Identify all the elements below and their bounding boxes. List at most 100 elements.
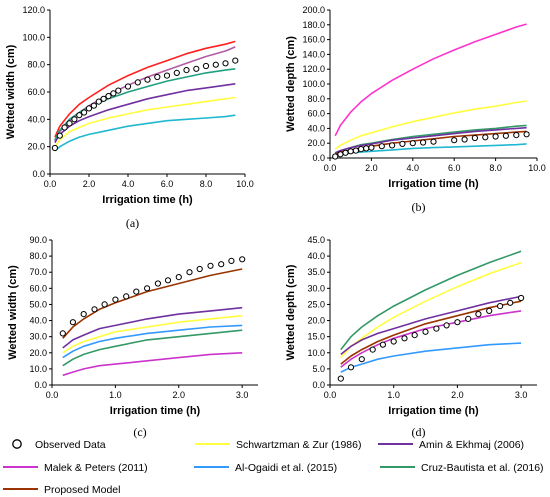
observed-point	[492, 133, 499, 140]
panel-label: (d)	[412, 425, 426, 439]
observed-point	[369, 346, 376, 353]
y-tick-label: 80.0	[307, 94, 325, 104]
series-line-schwartzman	[62, 314, 243, 354]
x-tick-label: 2.0	[365, 163, 378, 173]
observed-point	[173, 69, 180, 77]
observed-point	[433, 325, 440, 332]
y-tick-label: 140.0	[302, 49, 325, 59]
legend-observed-label: Observed Data	[35, 439, 106, 451]
panel-b: 0.0 20.0 40.0 60.0 80.0 100.0 120.0 140.0 160.0 1…	[285, 5, 546, 214]
x-tick-label: 6.0	[448, 163, 461, 173]
observed-point	[222, 60, 229, 67]
observed-point	[163, 72, 171, 79]
series-line-schwartzman	[54, 96, 236, 148]
observed-point	[454, 319, 461, 326]
y-tick-label: 180.0	[302, 20, 325, 30]
series-line-schwartzman	[340, 261, 522, 359]
observed-point	[59, 330, 66, 337]
y-axis-title: Wetted depth (cm)	[285, 36, 297, 132]
panel-a: 0.0 20.0 40.0 60.0 80.0 100.0 120.0 0.0 2.0 4.0 6.…	[5, 5, 254, 230]
observed-point	[110, 90, 117, 97]
y-tick-label: 200.0	[302, 5, 325, 15]
y-tick-label: 60.0	[307, 109, 325, 119]
observed-point	[218, 261, 225, 268]
observed-point	[196, 265, 203, 273]
y-tick-label: 45.0	[307, 235, 325, 245]
series-line-malek	[334, 23, 527, 137]
observed-point	[399, 140, 406, 147]
x-tick-label: 1.0	[387, 390, 400, 400]
x-tick-label: 10.0	[236, 179, 254, 189]
observed-point	[523, 131, 530, 138]
x-tick-label: 2.0	[173, 390, 186, 400]
observed-point	[368, 144, 375, 151]
x-tick-label: 3.0	[515, 390, 528, 400]
x-tick-label: 8.0	[200, 179, 213, 189]
y-tick-label: 100.0	[22, 32, 45, 42]
observed-point	[475, 311, 482, 318]
observed-point	[66, 120, 73, 127]
observed-point	[497, 303, 504, 310]
observed-point	[347, 364, 355, 371]
observed-point	[358, 146, 365, 153]
y-tick-label: 20.0	[27, 142, 45, 152]
y-tick-label: 40.0	[29, 316, 47, 326]
observed-point	[239, 256, 246, 263]
y-tick-label: 30.0	[29, 332, 47, 342]
observed-point	[90, 102, 98, 109]
legend-malek-label: Malek & Peters (2011)	[44, 462, 148, 474]
legend-observed-marker	[12, 439, 22, 449]
y-tick-label: 10.0	[29, 364, 47, 374]
y-tick-label: 120.0	[22, 5, 45, 15]
x-tick-label: 0.0	[324, 390, 337, 400]
observed-point	[507, 299, 514, 306]
observed-point	[378, 143, 385, 150]
observed-point	[207, 262, 214, 269]
observed-point	[69, 319, 77, 326]
y-tick-label: 40.0	[27, 114, 45, 124]
series-line-malek	[54, 40, 236, 138]
observed-point	[164, 277, 172, 284]
legend: Observed Data Schwartzman & Zur (1986) A…	[3, 439, 544, 496]
observed-point	[175, 274, 182, 281]
x-tick-label: 0.0	[44, 179, 57, 189]
observed-point	[409, 140, 416, 147]
observed-point	[100, 95, 107, 102]
y-axis-title: Wetted width (cm)	[7, 265, 19, 360]
observed-point	[337, 375, 344, 382]
panel-label: (c)	[133, 425, 146, 439]
observed-point	[91, 306, 98, 313]
observed-point	[183, 67, 190, 74]
y-tick-label: 120.0	[302, 64, 325, 74]
observed-point	[411, 332, 418, 339]
observed-point	[347, 148, 354, 155]
observed-point	[134, 79, 141, 86]
observed-point	[352, 147, 359, 154]
series-line-schwartzman	[334, 100, 527, 150]
x-tick-label: 2.0	[451, 390, 464, 400]
y-tick-label: 10.0	[307, 348, 325, 358]
observed-point	[232, 57, 239, 64]
observed-point	[430, 138, 437, 145]
observed-point	[461, 136, 468, 143]
y-tick-label: 60.0	[29, 283, 47, 293]
observed-point	[193, 65, 200, 72]
series-line-amin	[340, 295, 522, 356]
observed-point	[482, 134, 489, 141]
observed-point	[144, 76, 151, 83]
observed-point	[443, 322, 450, 329]
observed-point	[422, 328, 429, 335]
y-tick-label: 20.0	[307, 138, 325, 148]
x-tick-label: 10.0	[528, 163, 546, 173]
series-line-proposed	[340, 300, 522, 365]
legend-cruz-label: Cruz-Bautista et al. (2016)	[421, 462, 544, 474]
series-line-cruz	[340, 250, 522, 351]
x-tick-label: 4.0	[122, 179, 135, 189]
observed-point	[389, 142, 396, 149]
y-tick-label: 40.0	[307, 251, 325, 261]
observed-point	[56, 132, 63, 139]
series-line-malek	[62, 352, 243, 377]
observed-point	[513, 132, 520, 139]
series-line-amin	[62, 306, 243, 349]
